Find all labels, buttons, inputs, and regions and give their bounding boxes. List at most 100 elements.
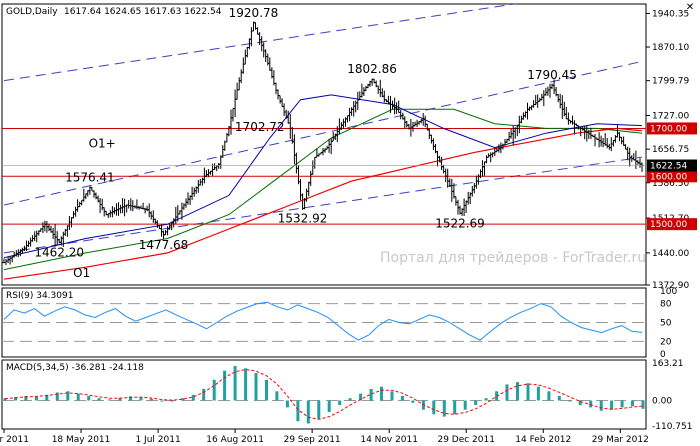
macd-bar	[620, 400, 624, 408]
macd-bar	[338, 400, 342, 406]
level-label-1: 1600.00	[650, 172, 687, 182]
macd-bar	[181, 398, 185, 401]
price-panel	[1, 3, 647, 286]
rsi-ytick-label-0: 100	[660, 287, 677, 297]
xtick-label-8: 29 Mar 2012	[592, 435, 649, 445]
xtick-label-0: 4 Apr 2011	[0, 435, 29, 445]
macd-bar	[34, 396, 38, 401]
macd-bar	[160, 400, 164, 402]
macd-bar	[14, 397, 17, 401]
xtick-label-5: 14 Nov 2011	[360, 435, 418, 445]
macd-bar	[55, 392, 59, 401]
price-ytick-label-5: 1586.50	[652, 179, 689, 189]
channel-line-0	[3, 4, 518, 82]
macd-ytick-label-2: -110.751	[652, 422, 692, 432]
price-ytick-label-2: 1799.79	[652, 77, 689, 87]
macd-bar	[170, 400, 174, 402]
macd-bar	[516, 382, 519, 401]
macd-bar	[285, 400, 289, 408]
macd-bar	[191, 394, 195, 401]
current-price-label: 1622.54	[650, 162, 687, 172]
macd-bar	[212, 379, 216, 401]
channel-line-1	[3, 60, 643, 206]
price-ytick-label-8: 1372.90	[652, 281, 689, 291]
price-bars	[2, 21, 644, 265]
chart-title: GOLD,Daily	[6, 7, 58, 17]
wave-label-1: O1	[73, 266, 90, 280]
macd-bar	[359, 393, 363, 401]
macd-bar	[24, 395, 28, 401]
macd-bar	[557, 395, 561, 401]
rsi-line	[3, 301, 643, 341]
macd-bar	[484, 398, 488, 401]
level-label-bg-0	[647, 122, 697, 135]
macd-bar	[129, 396, 132, 401]
macd-bar	[411, 400, 415, 403]
macd-bar	[108, 399, 112, 401]
channel-line-2	[3, 156, 643, 254]
level-label-2: 1500.00	[650, 220, 687, 230]
price-ytick-label-3: 1727.00	[652, 112, 689, 122]
close-x-icon[interactable]: ✕	[685, 2, 695, 13]
price-ytick-label-0: 1940.35	[652, 9, 689, 19]
xtick-label-3: 16 Aug 2011	[206, 435, 264, 445]
macd-bar	[390, 391, 394, 401]
macd-bar	[400, 395, 404, 401]
macd-bar	[76, 393, 80, 401]
level-label-0: 1700.00	[650, 124, 687, 134]
xtick-label-2: 1 Jul 2011	[135, 435, 180, 445]
macd-bar	[149, 398, 153, 401]
macd-bar	[610, 400, 614, 410]
xtick-label-6: 29 Dec 2011	[437, 435, 495, 445]
macd-bar	[348, 398, 352, 401]
price-annotation-7: 1532.92	[278, 211, 328, 225]
macd-bar	[97, 398, 101, 401]
macd-bar	[463, 400, 467, 410]
xtick-label-1: 18 May 2011	[52, 435, 111, 445]
macd-bar	[306, 400, 310, 424]
price-annotation-1: 1802.86	[347, 62, 397, 76]
price-annotation-6: 1477.68	[139, 238, 189, 252]
level-label-bg-2	[647, 218, 697, 231]
macd-bar	[474, 400, 478, 406]
macd-bar	[641, 400, 645, 409]
macd-title: MACD(5,34,5) -36.281 -24.118	[6, 363, 144, 373]
price-ytick-label-1: 1870.10	[652, 43, 689, 53]
macd-bar	[536, 386, 540, 401]
macd-bar	[244, 368, 248, 401]
ma-blue-line	[3, 94, 643, 259]
ma-red-line	[3, 127, 643, 280]
ohlc-values: 1617.64 1624.65 1617.63 1622.54	[64, 7, 222, 17]
rsi-ytick-label-4: 0	[660, 350, 666, 360]
rsi-panel	[1, 287, 647, 358]
price-annotation-0: 1920.78	[229, 6, 279, 20]
macd-bar	[453, 400, 457, 415]
rsi-ytick-label-3: 20	[660, 337, 672, 347]
macd-bar	[296, 400, 300, 422]
macd-bar	[223, 370, 227, 401]
macd-bar	[275, 391, 279, 401]
rsi-title: RSI(9) 34.3091	[6, 291, 73, 301]
macd-bar	[568, 400, 572, 402]
macd-bar	[505, 384, 509, 401]
macd-bar	[87, 395, 91, 401]
macd-bar	[369, 389, 373, 401]
price-annotation-3: 1702.72	[235, 120, 285, 134]
macd-bar	[380, 386, 383, 401]
level-label-bg-1	[647, 170, 697, 183]
macd-bar	[442, 400, 446, 417]
macd-bar	[254, 372, 258, 401]
macd-signal-line	[4, 368, 644, 420]
price-annotation-8: 1522.69	[435, 216, 485, 230]
price-ytick-label-7: 1440.00	[652, 249, 689, 259]
macd-bar	[327, 400, 331, 412]
current-price-bg	[647, 159, 697, 172]
macd-bar	[547, 391, 551, 401]
wave-label-0: O1+	[89, 137, 116, 151]
rsi-ytick-label-1: 80	[660, 300, 672, 310]
xtick-label-7: 14 Feb 2012	[515, 435, 571, 445]
macd-bar	[233, 366, 237, 401]
macd-bar	[578, 400, 582, 406]
watermark-text: Портал для трейдеров - ForTrader.ru	[380, 250, 646, 266]
macd-bar	[66, 391, 70, 401]
